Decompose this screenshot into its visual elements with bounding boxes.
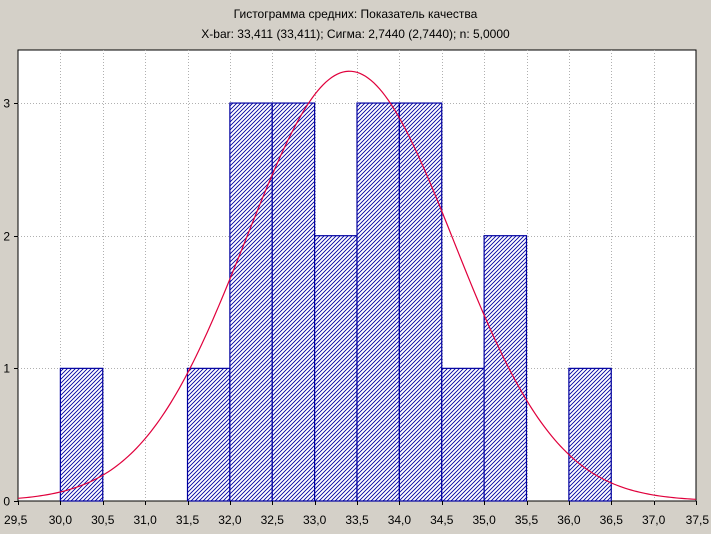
x-tick-label: 29,5 — [4, 513, 28, 527]
histogram-bar — [356, 102, 400, 502]
x-tick-label: 35,5 — [515, 513, 539, 527]
x-tick-label: 34,5 — [430, 513, 454, 527]
chart-title: Гистограмма средних: Показатель качества — [233, 7, 478, 21]
histogram-bar — [271, 102, 316, 502]
axis-layer: 29,5 30,0 30,5 31,0 31,5 32,0 32,5 33,0 33,5 34,0… — [3, 97, 709, 528]
x-tick-label: 36,0 — [557, 513, 581, 527]
chart-subtitle: X-bar: 33,411 (33,411); Сигма: 2,7440 (2… — [201, 27, 510, 41]
x-tick-label: 33,0 — [303, 513, 327, 527]
histogram-bar — [59, 367, 104, 502]
x-tick-label: 31,0 — [133, 513, 157, 527]
histogram-bar — [186, 367, 231, 502]
chart-title-block: Гистограмма средних: Показатель качества… — [0, 4, 711, 44]
x-tick-label: 35,0 — [472, 513, 496, 527]
histogram-bar — [568, 367, 612, 502]
x-tick-label: 32,0 — [218, 513, 242, 527]
histogram-bar — [441, 367, 485, 502]
histogram-bar — [398, 102, 443, 502]
normal-curve — [17, 70, 697, 500]
x-tick-label: 34,0 — [388, 513, 412, 527]
y-tick-label: 2 — [3, 230, 10, 244]
x-tick-label: 37,0 — [642, 513, 666, 527]
y-tick-label: 3 — [3, 97, 10, 111]
x-tick-label: 36,5 — [600, 513, 624, 527]
x-tick-label: 37,5 — [686, 513, 710, 527]
bars-layer — [59, 102, 612, 502]
y-tick-label: 0 — [3, 495, 10, 509]
x-tick-label: 30,0 — [49, 513, 73, 527]
histogram-bar — [483, 235, 528, 502]
histogram-bar — [229, 102, 273, 502]
x-tick-label: 33,5 — [345, 513, 369, 527]
y-tick-label: 1 — [3, 362, 10, 376]
x-tick-label: 32,5 — [261, 513, 285, 527]
curve-layer — [17, 70, 697, 500]
x-tick-label: 30,5 — [91, 513, 115, 527]
x-tick-label: 31,5 — [176, 513, 200, 527]
histogram-bar — [314, 235, 358, 502]
